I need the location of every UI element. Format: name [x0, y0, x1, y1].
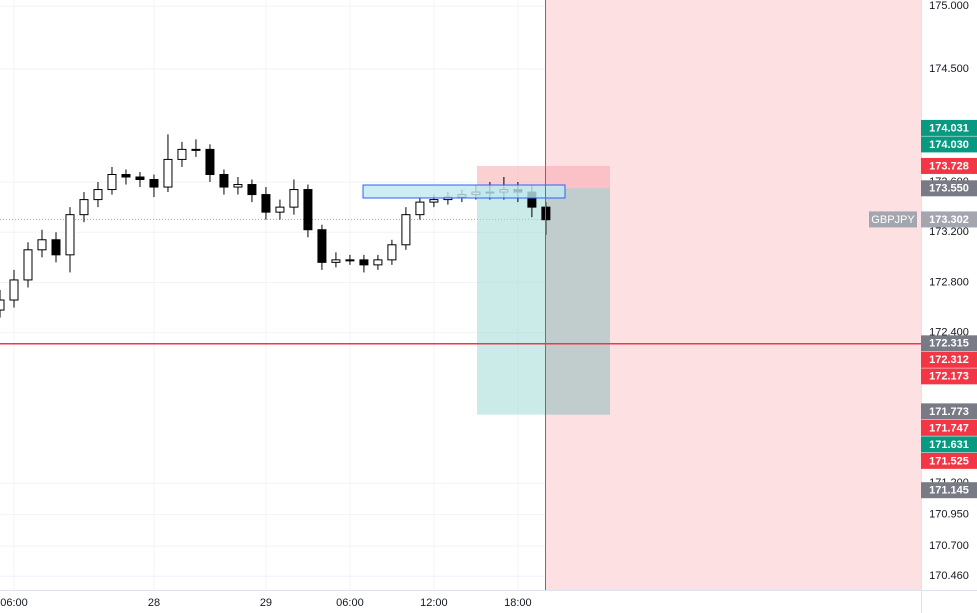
candle-body — [247, 184, 257, 196]
y-tick-label: 170.700 — [929, 540, 969, 552]
candle-body — [191, 148, 201, 151]
price-label: 173.550 — [929, 183, 969, 195]
price-label: 173.728 — [929, 160, 969, 172]
price-label: 171.145 — [929, 485, 969, 497]
price-label: 172.315 — [929, 338, 969, 350]
price-label: 172.173 — [929, 371, 969, 383]
price-label: 174.030 — [929, 139, 969, 151]
price-label: 174.031 — [929, 122, 969, 134]
candle-body — [233, 184, 243, 188]
symbol-label-bg — [869, 211, 917, 228]
candle-body — [317, 229, 327, 263]
target-zone[interactable] — [477, 188, 610, 415]
price-label-bg — [921, 180, 977, 197]
candle-body — [23, 249, 33, 281]
candle-body — [205, 148, 215, 175]
x-tick-label: 29 — [260, 597, 272, 609]
candle-body — [415, 201, 425, 216]
progress-zone — [545, 188, 610, 415]
price-label-bg — [921, 119, 977, 136]
price-label-bg — [921, 482, 977, 499]
symbol-label: GBPJPY — [871, 214, 915, 226]
candle-body — [177, 148, 187, 160]
price-label: 172.312 — [929, 354, 969, 366]
price-label-bg — [921, 335, 977, 352]
candle-body — [163, 158, 173, 188]
candle-body — [65, 214, 75, 256]
candle-body — [289, 189, 299, 208]
candle-body — [37, 239, 47, 251]
price-label: 171.631 — [929, 439, 969, 451]
price-label: 171.773 — [929, 406, 969, 418]
candle-body — [0, 299, 5, 311]
x-tick-label: 28 — [148, 597, 160, 609]
x-tick-label: 06:00 — [0, 597, 28, 609]
price-label-bg — [921, 436, 977, 453]
price-label-bg — [921, 351, 977, 368]
price-label-bg — [921, 368, 977, 385]
candle-body — [93, 189, 103, 201]
candle-body — [429, 199, 439, 203]
x-tick-label: 18:00 — [504, 597, 532, 609]
price-label-bg — [921, 136, 977, 153]
candle-body — [373, 259, 383, 266]
price-label: 171.747 — [929, 422, 969, 434]
candle-body — [345, 259, 355, 262]
y-tick-label: 170.950 — [929, 509, 969, 521]
candle-body — [9, 279, 19, 301]
candle-body — [275, 206, 285, 213]
stop-zone[interactable] — [477, 165, 610, 189]
price-label-bg — [921, 211, 977, 228]
x-tick-label: 12:00 — [420, 597, 448, 609]
y-tick-label: 174.500 — [929, 63, 969, 75]
y-tick-label: 175.000 — [929, 0, 969, 12]
candle-body — [261, 194, 271, 213]
candle-body — [303, 189, 313, 231]
price-label-bg — [921, 419, 977, 436]
candle-body — [359, 259, 369, 266]
candle-body — [401, 214, 411, 246]
price-label: 173.302 — [929, 214, 969, 226]
price-label-bg — [921, 452, 977, 469]
y-tick-label: 172.800 — [929, 276, 969, 288]
price-label-bg — [921, 403, 977, 420]
y-tick-label: 170.460 — [929, 570, 969, 582]
y-tick-label: 173.200 — [929, 226, 969, 238]
price-label-bg — [921, 157, 977, 174]
x-tick-label: 06:00 — [336, 597, 364, 609]
candle-body — [79, 199, 89, 216]
candle-body — [331, 259, 341, 263]
candle-body — [107, 173, 117, 191]
candle-body — [51, 239, 61, 256]
candle-body — [149, 179, 159, 188]
candle-body — [219, 173, 229, 188]
price-label: 171.525 — [929, 455, 969, 467]
candle-body — [135, 176, 145, 181]
candle-body — [387, 244, 397, 261]
candle-body — [121, 173, 131, 178]
drawn-rectangle[interactable] — [362, 184, 566, 199]
